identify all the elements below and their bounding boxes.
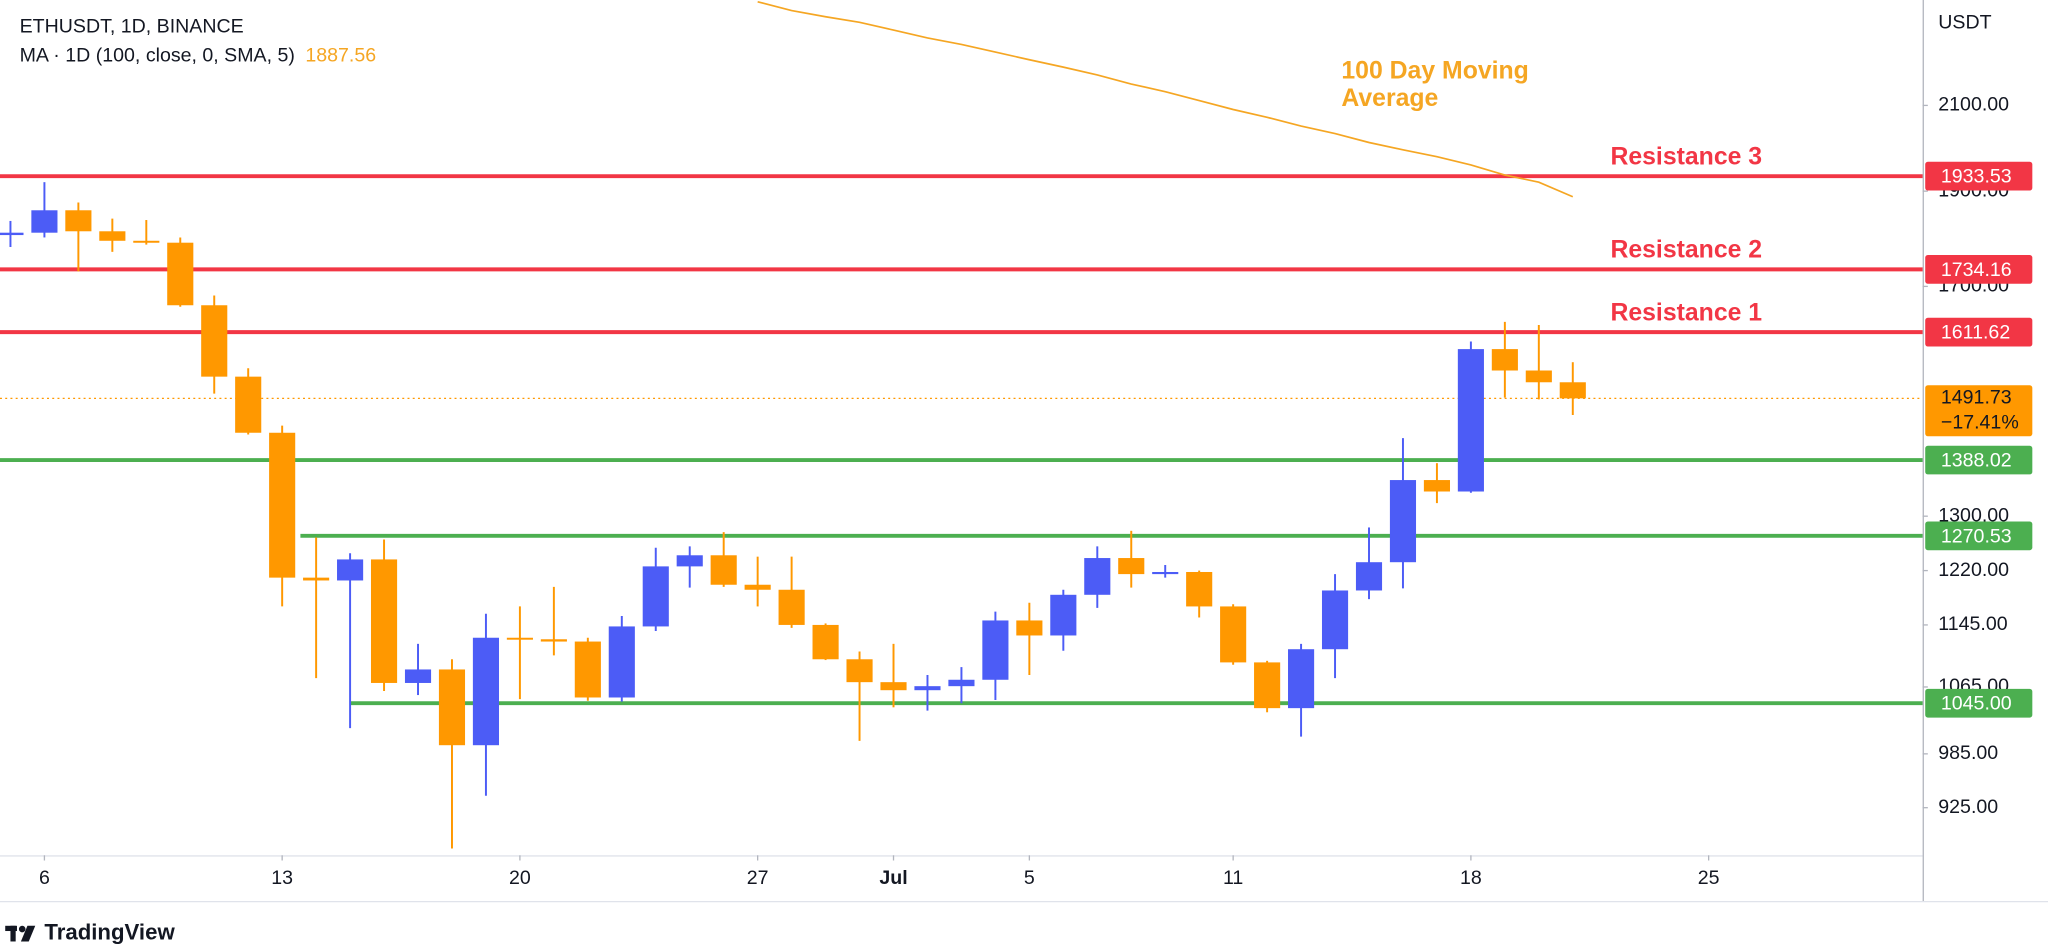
candle-body (540, 639, 567, 642)
y-tick-label: 925.00 (1938, 796, 1998, 818)
y-tick-label: 1220.00 (1938, 559, 2009, 581)
candle-body (269, 432, 296, 578)
brand-logo (5, 925, 36, 942)
candle-body (235, 376, 262, 433)
candle-body (1016, 620, 1043, 636)
indicator-label: MA · 1D (100, close, 0, SMA, 5) (20, 44, 295, 66)
candle-body (608, 626, 635, 698)
annotation: Average (1341, 85, 1438, 112)
last-price-box (1925, 385, 2033, 437)
candle-body (1288, 649, 1315, 709)
plot-layer: 2100.001900.001700.001300.001220.001145.… (0, 0, 2033, 889)
x-tick-label: 20 (509, 867, 531, 889)
x-tick-label: 11 (1223, 867, 1243, 889)
resistance-name: Resistance 3 (1610, 143, 1762, 170)
x-tick-label: 18 (1460, 867, 1482, 889)
candle-body (846, 659, 873, 683)
x-tick-label: Jul (879, 867, 907, 889)
candle-body (1389, 480, 1417, 563)
candle-body (1254, 662, 1281, 709)
candle-body (982, 620, 1009, 680)
x-tick-label: 5 (1024, 867, 1035, 889)
resistance-price-box (1925, 254, 2033, 284)
candle-body (1559, 382, 1586, 399)
candle-body (133, 240, 160, 243)
resistance-name: Resistance 1 (1610, 299, 1762, 326)
candle-body (303, 577, 330, 581)
support-price-label: 1270.53 (1941, 525, 2012, 547)
y-tick-label: 985.00 (1938, 742, 1998, 764)
annotation: 100 Day Moving (1341, 57, 1528, 84)
candle-body (65, 210, 92, 232)
candle-body (948, 679, 975, 687)
x-tick-label: 13 (271, 867, 293, 889)
resistance-price-box (1925, 161, 2033, 191)
symbol-title: ETHUSDT, 1D, BINANCE (20, 16, 244, 38)
candle-body (1186, 571, 1213, 607)
ma-line (757, 0, 1574, 198)
support-price-box (1925, 521, 2033, 551)
logo-icon (20, 925, 36, 942)
candle-body (404, 669, 432, 683)
candle-body (574, 641, 601, 698)
candle-body (506, 637, 533, 640)
candle-body (472, 637, 500, 746)
logo-icon (18, 925, 26, 933)
support-price-label: 1388.02 (1941, 450, 2012, 472)
y-tick-label: 2100.00 (1938, 94, 2009, 116)
x-tick-label: 25 (1698, 867, 1720, 889)
candle-body (1084, 558, 1111, 595)
candle-body (1152, 571, 1179, 575)
candle-body (914, 686, 941, 691)
candle-body (812, 624, 839, 660)
candle-body (167, 242, 194, 306)
candle-body (1491, 349, 1518, 371)
candle-body (710, 555, 737, 585)
candle-body (1220, 606, 1247, 663)
last-price-label: 1491.73 (1941, 387, 2012, 409)
y-tick-label: 1300.00 (1938, 504, 2009, 526)
candle-body (1423, 480, 1450, 492)
resistance-price-box (1925, 317, 2033, 347)
candle-body (1118, 558, 1145, 575)
candle-body (1321, 590, 1349, 650)
candle-body (0, 232, 24, 236)
candle-body (1457, 349, 1484, 492)
candle-body (99, 231, 126, 241)
candle-body (370, 559, 398, 683)
candle-body (1525, 370, 1552, 383)
support-price-box (1925, 688, 2033, 718)
x-tick-label: 6 (39, 867, 50, 889)
resistance-price-label: 1611.62 (1941, 322, 2010, 344)
resistance-name: Resistance 2 (1610, 237, 1762, 264)
candle-body (438, 669, 466, 746)
resistance-price-label: 1734.16 (1941, 259, 2012, 281)
axis-unit: USDT (1938, 12, 1991, 34)
candle-body (1355, 562, 1383, 591)
candle-body (201, 305, 228, 377)
candle-body (337, 559, 364, 581)
candle-body (880, 682, 907, 691)
x-tick-label: 27 (747, 867, 769, 889)
candle-body (676, 555, 703, 567)
candle-body (31, 210, 58, 233)
candle-body (744, 584, 771, 590)
logo-icon (10, 925, 16, 942)
candle-body (642, 566, 669, 627)
y-tick-label: 1145.00 (1938, 613, 2007, 635)
resistance-price-label: 1933.53 (1941, 166, 2012, 188)
support-price-label: 1045.00 (1941, 693, 2012, 715)
last-price-change: −17.41% (1941, 411, 2019, 433)
support-price-box (1925, 445, 2033, 475)
candle-body (778, 589, 805, 625)
indicator-value: 1887.56 (305, 44, 376, 66)
brand-name: TradingView (44, 919, 175, 944)
candle-body (1050, 594, 1077, 636)
